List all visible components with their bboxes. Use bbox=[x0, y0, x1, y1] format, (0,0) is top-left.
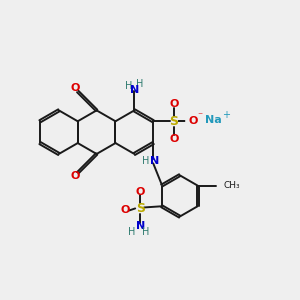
Text: H: H bbox=[136, 79, 143, 89]
Text: H: H bbox=[128, 227, 135, 237]
Text: Na: Na bbox=[205, 115, 222, 125]
Text: O: O bbox=[135, 187, 145, 196]
Text: O: O bbox=[169, 99, 178, 109]
Text: N: N bbox=[130, 85, 139, 95]
Text: ⁻: ⁻ bbox=[197, 111, 202, 121]
Text: H: H bbox=[142, 156, 149, 167]
Text: O: O bbox=[70, 83, 80, 93]
Text: CH₃: CH₃ bbox=[224, 181, 240, 190]
Text: H: H bbox=[125, 81, 132, 91]
Text: N: N bbox=[136, 221, 145, 231]
Text: N: N bbox=[150, 156, 159, 167]
Text: O: O bbox=[169, 134, 178, 144]
Text: O: O bbox=[189, 116, 198, 126]
Text: S: S bbox=[136, 202, 145, 215]
Text: O: O bbox=[120, 206, 130, 215]
Text: +: + bbox=[222, 110, 230, 120]
Text: H: H bbox=[142, 227, 150, 237]
Text: S: S bbox=[169, 115, 178, 128]
Text: O: O bbox=[70, 171, 80, 181]
